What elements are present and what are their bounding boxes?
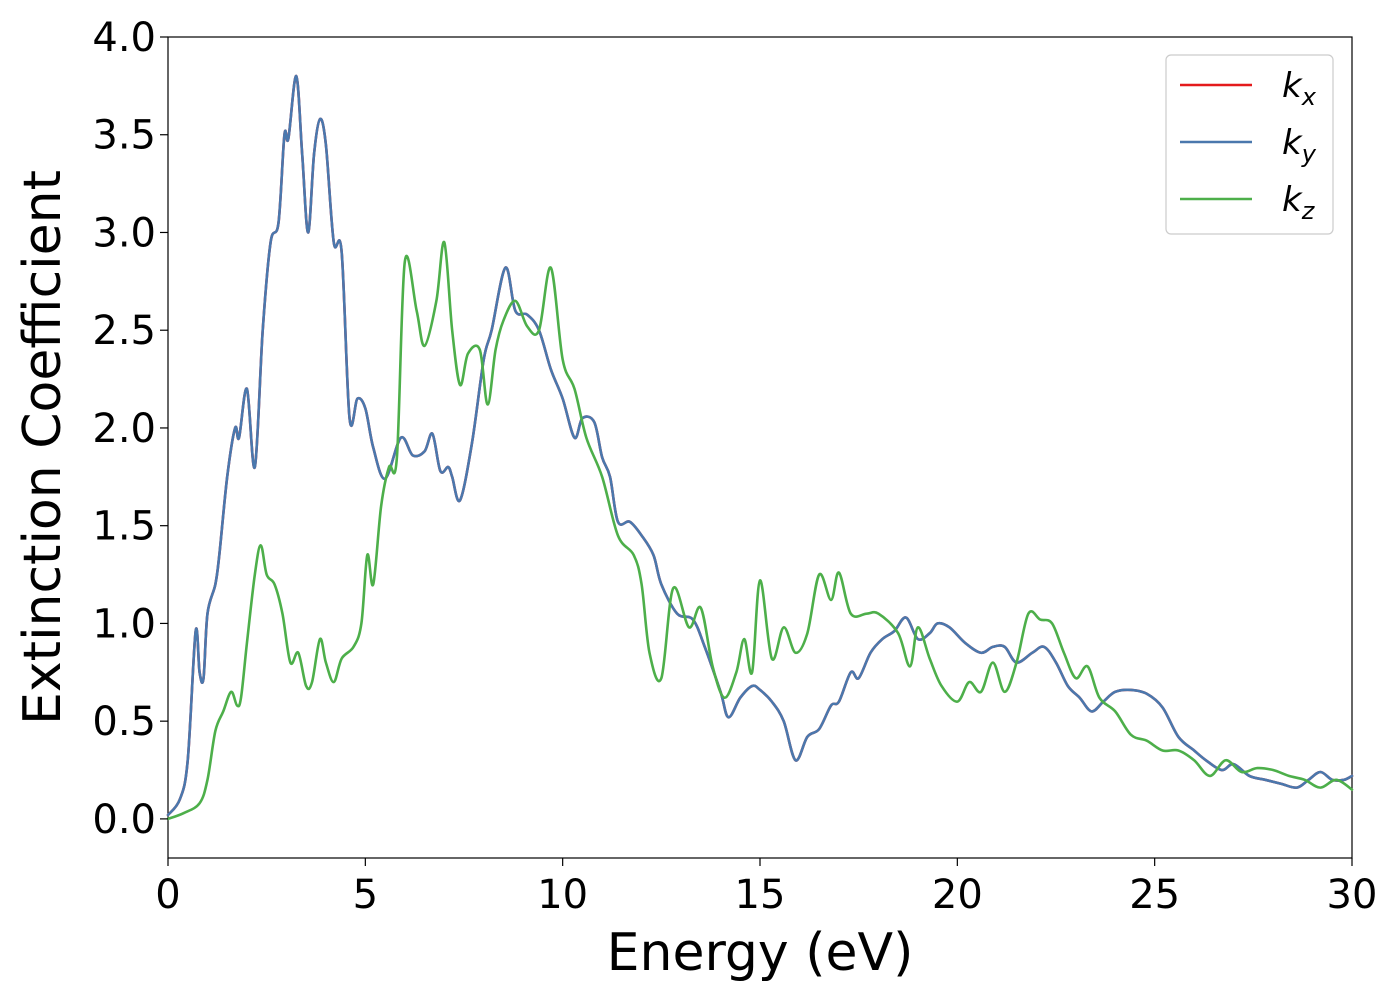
y-tick-label: 4.0 [92,15,156,61]
series-layer [166,74,1354,821]
y-tick-label: 0.5 [92,699,156,745]
x-tick-label: 20 [932,872,983,918]
y-axis-label: Extinction Coefficient [13,170,73,725]
y-tick-label: 3.5 [92,113,156,159]
series-line-k-y [166,74,1354,817]
x-tick-label: 25 [1129,872,1180,918]
legend-label-k-y: ky [1282,123,1317,168]
x-tick-label: 30 [1327,872,1378,918]
legend-label-k-x: kx [1282,66,1317,111]
series-line-k-z [166,240,1354,821]
legend: kx ky kz [1165,54,1334,235]
y-tick-label: 1.5 [92,504,156,550]
y-tick-label: 2.0 [92,406,156,452]
legend-label-k-z: kz [1282,180,1316,225]
x-axis-ticks: 0 5 10 15 20 25 30 [155,858,1377,918]
y-tick-label: 1.0 [92,601,156,647]
x-tick-label: 15 [735,872,786,918]
y-tick-label: 3.0 [92,210,156,256]
legend-box [1165,54,1334,235]
y-tick-label: 0.0 [92,797,156,843]
y-tick-label: 2.5 [92,308,156,354]
x-axis-label: Energy (eV) [607,923,914,983]
y-axis-ticks: 0.0 0.5 1.0 1.5 2.0 2.5 3.0 3.5 4.0 [92,15,168,843]
x-tick-label: 5 [353,872,378,918]
x-tick-label: 0 [155,872,180,918]
x-tick-label: 10 [537,872,588,918]
